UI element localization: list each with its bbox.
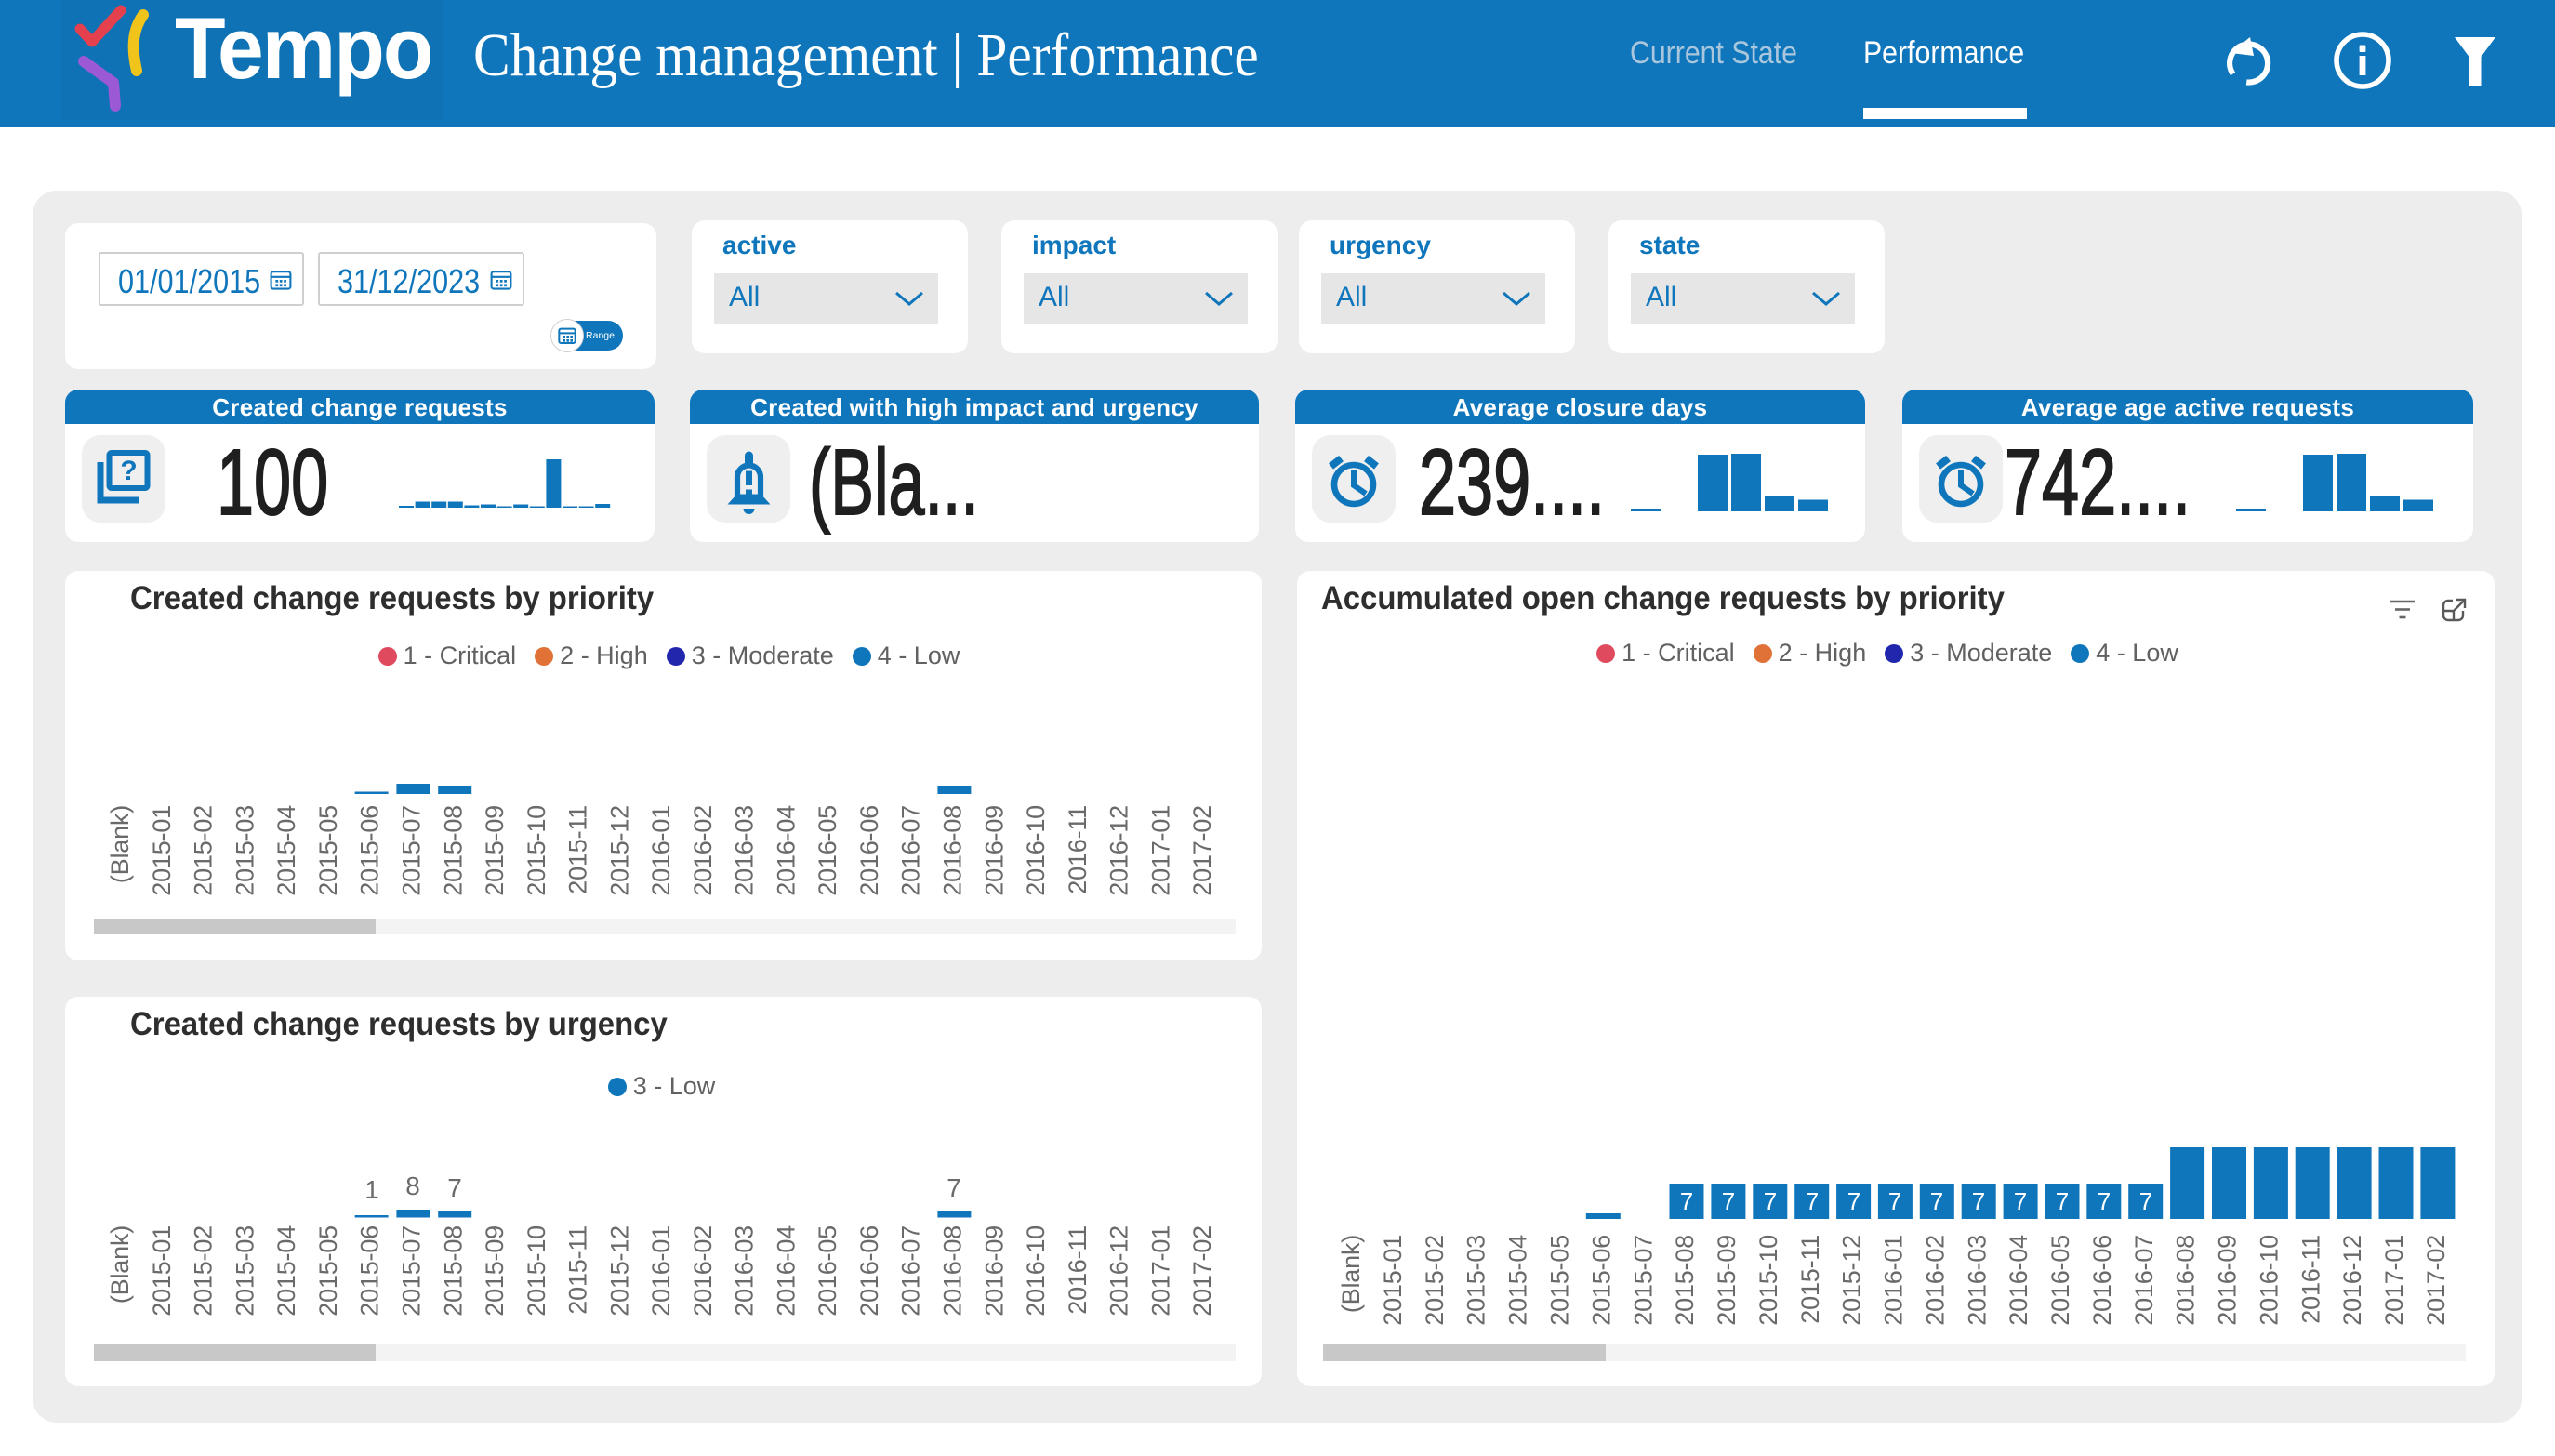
svg-text:(Blank): (Blank) bbox=[1337, 1235, 1365, 1313]
svg-text:2015-03: 2015-03 bbox=[231, 805, 258, 896]
svg-text:2016-11: 2016-11 bbox=[2297, 1235, 2324, 1324]
svg-text:2016-04: 2016-04 bbox=[772, 805, 800, 896]
svg-text:2016-08: 2016-08 bbox=[2172, 1235, 2200, 1326]
svg-text:2015-06: 2015-06 bbox=[356, 805, 384, 896]
svg-text:2016-11: 2016-11 bbox=[1064, 805, 1092, 894]
svg-text:2015-11: 2015-11 bbox=[564, 805, 592, 894]
svg-text:2015-01: 2015-01 bbox=[1379, 1235, 1407, 1326]
svg-text:2017-01: 2017-01 bbox=[1146, 1225, 1174, 1317]
svg-text:2015-12: 2015-12 bbox=[605, 805, 633, 896]
svg-text:2016-04: 2016-04 bbox=[772, 1225, 800, 1317]
svg-text:2016-12: 2016-12 bbox=[2338, 1235, 2366, 1326]
svg-text:2016-01: 2016-01 bbox=[647, 1225, 675, 1317]
svg-text:8: 8 bbox=[405, 1171, 420, 1200]
svg-text:2015-07: 2015-07 bbox=[1629, 1235, 1657, 1326]
svg-text:2015-02: 2015-02 bbox=[1421, 1235, 1449, 1326]
svg-text:2016-06: 2016-06 bbox=[855, 1225, 883, 1317]
svg-text:2016-09: 2016-09 bbox=[980, 805, 1008, 896]
svg-text:2017-02: 2017-02 bbox=[1188, 805, 1216, 896]
svg-text:2016-04: 2016-04 bbox=[2005, 1235, 2032, 1326]
svg-text:2015-10: 2015-10 bbox=[1754, 1235, 1782, 1326]
svg-text:2015-01: 2015-01 bbox=[148, 1225, 176, 1317]
svg-text:2015-08: 2015-08 bbox=[439, 805, 467, 896]
svg-text:2016-12: 2016-12 bbox=[1105, 1225, 1133, 1317]
svg-text:2015-02: 2015-02 bbox=[190, 1225, 218, 1317]
svg-text:2015-01: 2015-01 bbox=[148, 805, 176, 896]
svg-text:2016-07: 2016-07 bbox=[897, 805, 925, 896]
svg-text:2015-04: 2015-04 bbox=[272, 1225, 300, 1317]
svg-text:2015-03: 2015-03 bbox=[1463, 1235, 1490, 1326]
svg-text:7: 7 bbox=[1806, 1187, 1819, 1215]
svg-text:7: 7 bbox=[1972, 1187, 1985, 1215]
svg-text:2016-05: 2016-05 bbox=[814, 805, 841, 896]
svg-text:2015-09: 2015-09 bbox=[1713, 1235, 1741, 1326]
svg-text:2015-05: 2015-05 bbox=[314, 805, 342, 896]
svg-text:(Blank): (Blank) bbox=[106, 805, 134, 883]
svg-text:7: 7 bbox=[1888, 1187, 1901, 1215]
svg-text:2015-07: 2015-07 bbox=[398, 805, 426, 896]
svg-text:2015-05: 2015-05 bbox=[1546, 1235, 1574, 1326]
svg-text:1: 1 bbox=[364, 1175, 379, 1204]
svg-text:2016-08: 2016-08 bbox=[939, 1225, 967, 1317]
svg-text:2015-11: 2015-11 bbox=[1796, 1235, 1824, 1324]
svg-text:7: 7 bbox=[1930, 1187, 1943, 1215]
svg-text:2015-09: 2015-09 bbox=[481, 1225, 509, 1317]
svg-text:7: 7 bbox=[1722, 1187, 1735, 1215]
svg-text:2015-10: 2015-10 bbox=[523, 1225, 550, 1317]
svg-text:2016-06: 2016-06 bbox=[855, 805, 883, 896]
svg-text:2016-05: 2016-05 bbox=[814, 1225, 841, 1317]
svg-text:2015-06: 2015-06 bbox=[356, 1225, 384, 1317]
svg-text:2016-07: 2016-07 bbox=[2130, 1235, 2158, 1326]
svg-text:2017-01: 2017-01 bbox=[1146, 805, 1174, 896]
svg-text:2016-10: 2016-10 bbox=[2256, 1235, 2284, 1326]
svg-text:2015-02: 2015-02 bbox=[190, 805, 218, 896]
svg-text:2016-01: 2016-01 bbox=[1880, 1235, 1908, 1326]
svg-text:2015-06: 2015-06 bbox=[1587, 1235, 1615, 1326]
svg-text:?: ? bbox=[120, 456, 137, 486]
svg-text:2015-04: 2015-04 bbox=[272, 805, 300, 896]
svg-text:2016-05: 2016-05 bbox=[2046, 1235, 2074, 1326]
svg-text:2016-03: 2016-03 bbox=[731, 1225, 759, 1317]
svg-text:2016-11: 2016-11 bbox=[1064, 1225, 1092, 1315]
svg-text:(Blank): (Blank) bbox=[106, 1225, 134, 1304]
svg-text:2015-03: 2015-03 bbox=[231, 1225, 258, 1317]
svg-text:2016-07: 2016-07 bbox=[897, 1225, 925, 1317]
svg-text:2017-02: 2017-02 bbox=[1188, 1225, 1216, 1317]
svg-text:2016-03: 2016-03 bbox=[1963, 1235, 1991, 1326]
svg-text:2015-09: 2015-09 bbox=[481, 805, 509, 896]
svg-text:2015-12: 2015-12 bbox=[605, 1225, 633, 1317]
svg-text:2016-02: 2016-02 bbox=[689, 805, 717, 896]
svg-text:7: 7 bbox=[947, 1173, 961, 1202]
svg-text:2016-02: 2016-02 bbox=[1921, 1235, 1949, 1326]
svg-text:7: 7 bbox=[1764, 1187, 1777, 1215]
svg-text:7: 7 bbox=[2014, 1187, 2027, 1215]
svg-text:2016-09: 2016-09 bbox=[2214, 1235, 2242, 1326]
svg-text:2017-02: 2017-02 bbox=[2422, 1235, 2450, 1326]
svg-text:2016-12: 2016-12 bbox=[1105, 805, 1133, 896]
svg-text:2015-12: 2015-12 bbox=[1838, 1235, 1866, 1326]
svg-text:2016-10: 2016-10 bbox=[1022, 805, 1050, 896]
svg-text:2016-03: 2016-03 bbox=[731, 805, 759, 896]
svg-text:2016-10: 2016-10 bbox=[1022, 1225, 1050, 1317]
svg-text:7: 7 bbox=[447, 1173, 462, 1202]
svg-text:2016-08: 2016-08 bbox=[939, 805, 967, 896]
svg-text:7: 7 bbox=[1680, 1187, 1693, 1215]
svg-text:7: 7 bbox=[2098, 1187, 2111, 1215]
svg-text:7: 7 bbox=[2139, 1187, 2152, 1215]
svg-text:2016-02: 2016-02 bbox=[689, 1225, 717, 1317]
svg-text:2016-06: 2016-06 bbox=[2088, 1235, 2116, 1326]
svg-text:2015-10: 2015-10 bbox=[523, 805, 550, 896]
svg-text:2015-08: 2015-08 bbox=[1671, 1235, 1699, 1326]
svg-text:2015-07: 2015-07 bbox=[398, 1225, 426, 1317]
svg-text:2016-09: 2016-09 bbox=[980, 1225, 1008, 1317]
svg-text:2015-08: 2015-08 bbox=[439, 1225, 467, 1317]
svg-text:2016-01: 2016-01 bbox=[647, 805, 675, 896]
svg-text:2015-05: 2015-05 bbox=[314, 1225, 342, 1317]
svg-text:7: 7 bbox=[1847, 1187, 1860, 1215]
svg-text:2017-01: 2017-01 bbox=[2380, 1235, 2408, 1326]
svg-text:2015-11: 2015-11 bbox=[564, 1225, 592, 1315]
svg-text:7: 7 bbox=[2056, 1187, 2069, 1215]
svg-text:2015-04: 2015-04 bbox=[1504, 1235, 1532, 1326]
